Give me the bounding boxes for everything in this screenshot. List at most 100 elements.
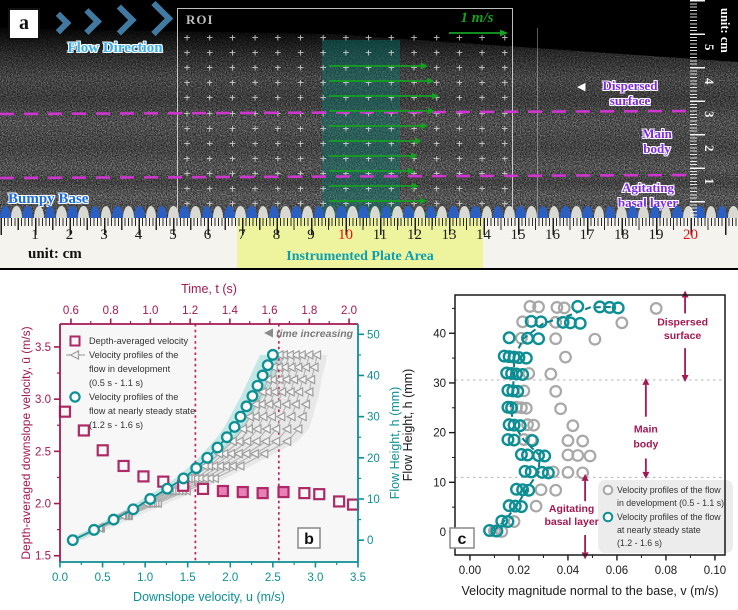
grid-cross-icon: + (274, 166, 282, 180)
square-marker (96, 444, 109, 457)
grid-cross-icon: + (342, 45, 350, 59)
grid-cross-icon: + (251, 61, 259, 75)
grid-cross-icon: + (229, 151, 236, 165)
triangle-left-marker (280, 399, 291, 410)
circle-marker (544, 367, 558, 381)
grid-cross-icon: + (365, 30, 372, 44)
grid-cross-icon: + (206, 181, 213, 195)
grid-cross-icon: + (501, 76, 509, 90)
bottom-ruler: 1 2 3 4 5 6 7 8 9 10 11 12 13 14 15 16 17 18 19 20 unit: cm… (0, 218, 738, 268)
velocity-arrow-head (408, 167, 415, 175)
triangle-left-marker (296, 411, 307, 422)
velocity-arrow-head (420, 197, 427, 205)
base-bead (168, 206, 179, 218)
side-ruler-number: 3 (702, 111, 717, 118)
circle-marker (507, 418, 521, 432)
grid-cross-icon: + (365, 45, 372, 59)
circle-marker (571, 299, 585, 313)
tick-label: 0 (440, 527, 446, 539)
circle-marker (603, 300, 617, 314)
depth-averaged-series (58, 405, 360, 511)
ruler-number: 16 (545, 227, 560, 243)
base-bead (481, 206, 493, 218)
legend-circle-icon (69, 391, 81, 403)
grid-cross-icon: + (433, 121, 440, 135)
steady-series (483, 299, 625, 538)
base-bead (257, 206, 269, 218)
tick-label: 40 (433, 328, 446, 340)
chevron-right-icon (48, 11, 72, 35)
grid-cross-icon: + (297, 196, 304, 210)
grid-cross-icon: + (456, 151, 463, 165)
triangle-left-marker (199, 461, 209, 472)
tick-label: 0.6 (63, 305, 79, 317)
base-bead (56, 206, 67, 218)
triangle-left-marker (285, 362, 296, 373)
square-marker (298, 487, 311, 500)
circle-marker (251, 379, 264, 392)
grid-cross-icon: + (501, 196, 509, 210)
ruler-number: 8 (272, 227, 281, 243)
grid-cross-icon: + (206, 106, 213, 120)
legend-text: flow in development (89, 364, 171, 374)
grid-cross-icon: + (183, 166, 191, 180)
instrumented-plate-area-label: Instrumented Plate Area (286, 249, 434, 264)
velocity-arrow-head (427, 77, 434, 85)
base-bead (593, 206, 605, 218)
circle-marker (516, 483, 530, 497)
base-bead (705, 206, 717, 218)
ruler-number: 6 (203, 227, 212, 243)
grid-cross-icon: + (229, 121, 236, 135)
triangle-left-marker (300, 362, 311, 373)
triangle-left-marker (251, 424, 262, 434)
grid-cross-icon: + (501, 166, 509, 180)
base-bead (224, 206, 235, 218)
base-bead (436, 206, 448, 218)
side-ruler-number: 1 (702, 178, 717, 185)
base-bead (604, 206, 616, 218)
triangle-left-marker (285, 386, 295, 397)
grid-cross-icon: + (206, 151, 213, 165)
circle-marker (549, 384, 563, 398)
grid-cross-icon: + (206, 166, 213, 180)
profile-line (72, 354, 318, 541)
base-bead (156, 206, 168, 218)
base-bead (123, 206, 134, 218)
ruler-number: 4 (134, 227, 143, 243)
circle-marker (514, 447, 528, 461)
base-bead (672, 206, 683, 218)
triangle-left-marker (234, 461, 245, 472)
photo-shading (0, 0, 738, 218)
base-bead (358, 206, 369, 218)
zone-label: Main (634, 424, 658, 436)
circle-marker (501, 515, 515, 529)
triangle-left-marker (233, 448, 243, 459)
grid-cross-icon: + (410, 166, 418, 180)
base-bead (44, 206, 56, 218)
piv-highlight-band (322, 40, 400, 222)
base-bead (716, 206, 728, 218)
circle-marker (535, 465, 549, 479)
grid-cross-icon: + (342, 76, 350, 90)
left-axis-title: Depth-averaged downslope velocity, ū (m/… (19, 326, 33, 559)
circle-marker (190, 462, 203, 475)
circle-marker (532, 332, 546, 346)
triangle-left-marker (284, 349, 294, 360)
base-bead (336, 206, 347, 218)
grid-cross-icon: + (365, 121, 372, 135)
grid-cross-icon: + (297, 166, 304, 180)
base-bead (313, 206, 325, 218)
base-bead (190, 206, 201, 218)
circle-marker (507, 433, 521, 447)
zone-arrow-head (681, 374, 689, 382)
circle-marker (519, 401, 533, 415)
grid-cross-icon: + (319, 30, 327, 44)
circle-marker (266, 348, 279, 361)
arrow-left-icon: ◀ (577, 80, 586, 93)
tick-label: 40 (367, 370, 380, 382)
circle-marker (576, 434, 590, 448)
base-bead (571, 206, 582, 218)
zone-label: basal layer (544, 516, 598, 528)
grid-cross-icon: + (297, 121, 304, 135)
grid-cross-icon: + (387, 196, 395, 210)
